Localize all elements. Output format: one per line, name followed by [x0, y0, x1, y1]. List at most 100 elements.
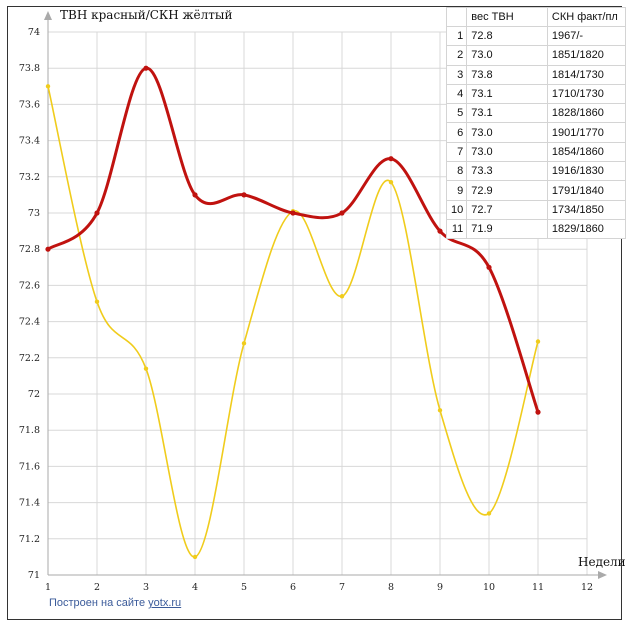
y-tick-label: 73: [28, 208, 40, 219]
data-point-0: [486, 264, 492, 270]
y-tick-label: 71.6: [19, 461, 40, 472]
table-row: 8 73.3 1916/1830: [445, 161, 626, 182]
data-point-0: [45, 246, 51, 252]
data-point-0: [388, 156, 394, 162]
table-row: 10 72.7 1734/1850: [445, 199, 626, 220]
x-tick-label: 8: [388, 582, 394, 593]
x-tick-label: 10: [483, 582, 495, 593]
table-cell-weight: 73.0: [466, 122, 548, 143]
data-point-1: [486, 511, 492, 516]
chart-axes: [44, 11, 607, 579]
y-tick-label: 73.2: [19, 172, 40, 183]
data-point-1: [45, 84, 51, 89]
table-cell-skn: 1829/1860: [546, 218, 626, 240]
table-row: 7 73.0 1854/1860: [445, 141, 626, 163]
y-tick-label: 73.4: [19, 136, 40, 147]
table-header-skn: СКН факт/пл: [546, 7, 626, 27]
credit-text: Построен на сайте: [49, 597, 149, 609]
table-header-weight: вес ТВН: [466, 7, 548, 27]
table-cell-weight: 73.1: [466, 83, 548, 105]
x-tick-label: 7: [339, 582, 345, 593]
x-axis-arrow: [598, 571, 607, 579]
x-tick-label: 12: [581, 582, 593, 593]
chart-frame: [7, 6, 622, 620]
data-point-1: [143, 366, 149, 371]
credit-line: Построен на сайте yotx.ru: [49, 597, 181, 609]
table-cell-skn: 1901/1770: [546, 122, 626, 143]
table-cell-weight: 73.0: [466, 141, 548, 163]
table-row: 4 73.1 1710/1730: [445, 83, 626, 105]
x-tick-label: 1: [45, 582, 51, 593]
data-point-0: [535, 409, 541, 415]
data-point-0: [241, 192, 247, 198]
y-tick-label: 72.4: [19, 317, 40, 328]
table-cell-skn: 1967/-: [546, 25, 626, 47]
table-cell-skn: 1814/1730: [546, 64, 626, 85]
credit-link[interactable]: yotx.ru: [148, 597, 182, 609]
x-tick-label: 6: [290, 582, 296, 593]
data-point-1: [192, 554, 198, 560]
data-point-0: [339, 210, 345, 216]
table-cell-index: 4: [445, 83, 468, 105]
x-tick-label: 4: [192, 582, 198, 593]
data-point-1: [535, 339, 541, 344]
x-tick-label: 9: [437, 582, 443, 593]
chart-grid: [48, 31, 588, 575]
table-cell-index: 5: [445, 103, 468, 124]
table-cell-index: 8: [445, 161, 468, 182]
y-tick-label: 73.8: [19, 63, 40, 74]
table-cell-index: 7: [445, 141, 468, 163]
table-cell-weight: 72.9: [466, 180, 548, 201]
table-cell-weight: 72.8: [466, 25, 548, 47]
table-row: 3 73.8 1814/1730: [445, 64, 626, 85]
data-point-1: [339, 294, 345, 299]
y-tick-label: 72.2: [19, 353, 40, 364]
table-cell-weight: 73.0: [466, 45, 548, 66]
data-point-0: [143, 65, 149, 71]
table-cell-index: 9: [445, 180, 468, 201]
chart-ticks: 1 2 3 4 5 6 7 8 9 10 11 127171.271.471.671.87272.27…: [19, 27, 593, 593]
table-cell-index: 6: [445, 122, 468, 143]
data-point-1: [437, 408, 443, 413]
x-tick-label: 11: [532, 582, 544, 593]
table-cell-weight: 73.3: [466, 161, 548, 182]
table-cell-skn: 1854/1860: [546, 141, 626, 163]
data-point-0: [290, 210, 296, 216]
x-tick-label: 5: [241, 582, 247, 593]
y-tick-label: 74: [28, 27, 40, 38]
table-row: 1 72.8 1967/-: [445, 25, 626, 47]
table-cell-skn: 1851/1820: [546, 45, 626, 66]
table-cell-weight: 73.1: [466, 103, 548, 124]
data-point-0: [437, 228, 443, 234]
y-tick-label: 72.8: [19, 244, 40, 255]
data-point-1: [241, 341, 247, 346]
data-point-1: [388, 180, 394, 185]
data-point-0: [94, 210, 100, 216]
table-cell-weight: 71.9: [466, 218, 548, 240]
y-tick-label: 72.6: [19, 280, 40, 291]
table-cell-index: 10: [445, 199, 468, 220]
table-row: 11 71.9 1829/1860: [445, 218, 626, 240]
table-cell-index: 2: [445, 45, 468, 66]
x-axis-title: Недели: [578, 555, 626, 569]
y-tick-label: 71: [28, 570, 40, 581]
y-axis-title: ТВН красный/СКН жёлтый: [60, 8, 232, 22]
table-cell-index: 3: [445, 64, 468, 85]
x-tick-label: 3: [143, 582, 149, 593]
table-row: 9 72.9 1791/1840: [445, 180, 626, 201]
table-cell-index: 11: [445, 218, 468, 240]
table-cell-weight: 73.8: [466, 64, 548, 85]
x-tick-label: 2: [94, 582, 100, 593]
table-row: 2 73.0 1851/1820: [445, 45, 626, 66]
table-cell-skn: 1734/1850: [546, 199, 626, 220]
table-cell-index: 1: [445, 25, 468, 47]
table-cell-skn: 1916/1830: [546, 161, 626, 182]
table-row: 6 73.0 1901/1770: [445, 122, 626, 143]
data-point-1: [94, 299, 100, 304]
y-tick-label: 73.6: [19, 99, 40, 110]
y-tick-label: 71.2: [19, 534, 40, 545]
table-cell-skn: 1828/1860: [546, 103, 626, 124]
data-point-0: [192, 192, 198, 198]
table-header-index: [445, 7, 468, 27]
